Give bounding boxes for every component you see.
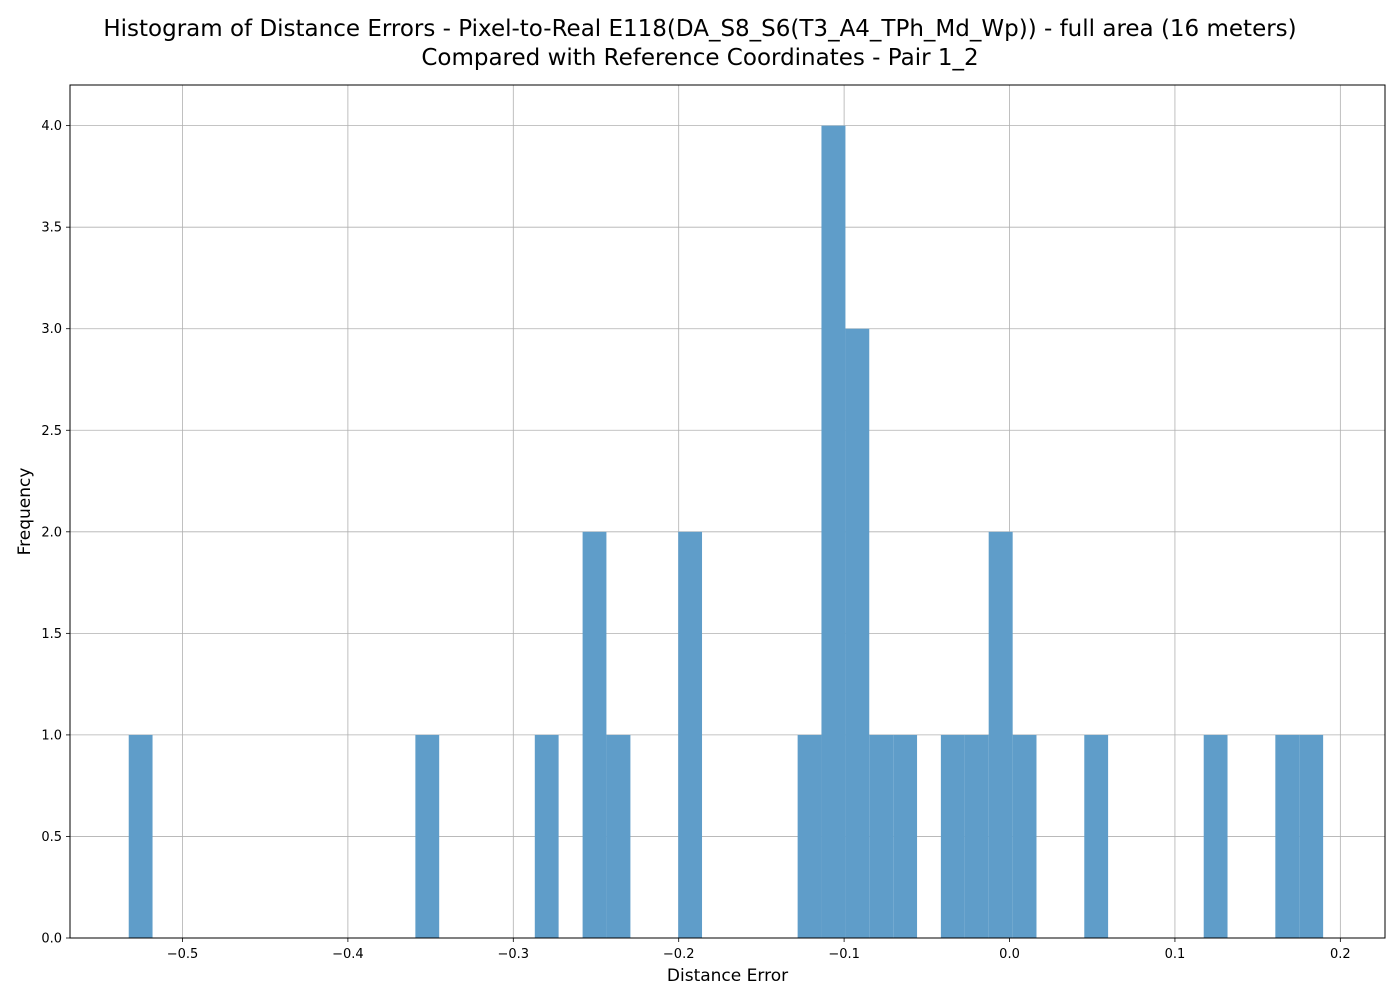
histogram-bar [1275, 734, 1300, 938]
grid-layer [70, 85, 1385, 939]
x-axis-label: Distance Error [667, 966, 788, 986]
histogram-bar [893, 734, 918, 938]
x-tick-label: 0.1 [1165, 947, 1186, 962]
x-tick-label: −0.4 [332, 947, 364, 962]
y-tick-label: 3.5 [41, 221, 62, 236]
y-tick-label: 1.5 [41, 627, 62, 642]
histogram-bar [128, 734, 153, 938]
histogram-bar [988, 531, 1013, 938]
histogram-bar [1299, 734, 1324, 938]
histogram-bar [1012, 734, 1037, 938]
y-tick-label: 0.5 [41, 830, 62, 845]
x-tick-label: −0.3 [498, 947, 530, 962]
histogram-bar [797, 734, 822, 938]
histogram-bar [606, 734, 631, 938]
histogram-bar [415, 734, 440, 938]
histogram-bar [869, 734, 894, 938]
histogram-bar [678, 531, 703, 938]
x-tick-label: −0.2 [663, 947, 695, 962]
y-axis-label: Frequency [15, 468, 35, 556]
histogram-bar [1203, 734, 1228, 938]
histogram-bar [845, 328, 870, 938]
bars-layer [128, 125, 1324, 939]
histogram-bar [582, 531, 607, 938]
histogram-bar [821, 125, 846, 939]
y-tick-label: 4.0 [41, 119, 62, 134]
x-tick-label: 0.2 [1330, 947, 1351, 962]
ticks-layer: −0.5 −0.4 −0.3 −0.2 −0.1 0.0 0.1 0.2 0.0 0.5 1.0 1.… [41, 119, 1350, 962]
histogram-bar [1084, 734, 1109, 938]
chart-title-line-2: Compared with Reference Coordinates - Pa… [421, 45, 979, 71]
x-tick-label: −0.1 [828, 947, 860, 962]
y-tick-label: 3.0 [41, 322, 62, 337]
x-tick-label: −0.5 [167, 947, 199, 962]
y-tick-label: 1.0 [41, 728, 62, 743]
histogram-bar [940, 734, 965, 938]
histogram-bar [534, 734, 559, 938]
plot-frame [69, 84, 1386, 939]
histogram-bar [964, 734, 989, 938]
x-tick-label: 0.0 [999, 947, 1020, 962]
y-tick-label: 0.0 [41, 932, 62, 947]
y-tick-label: 2.5 [41, 424, 62, 439]
y-tick-label: 2.0 [41, 525, 62, 540]
chart-title-line-1: Histogram of Distance Errors - Pixel-to-… [103, 16, 1297, 42]
